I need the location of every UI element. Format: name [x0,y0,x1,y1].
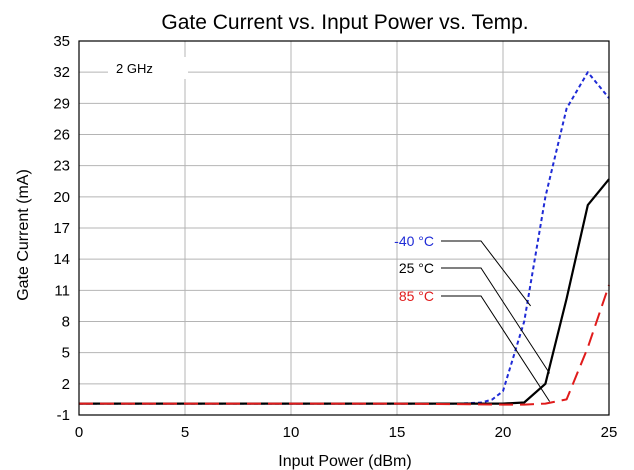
legend-label-2: 85 °C [399,288,434,304]
callout-leader-1 [441,267,551,374]
x-tick-label: 20 [495,424,512,441]
callout-leader-0 [441,240,531,307]
legend-label-1: 25 °C [399,260,434,276]
grid [78,40,610,416]
y-tick-label: -1 [57,407,70,424]
y-tick-label: 11 [54,282,70,299]
frequency-annotation: 2 GHz [116,61,153,76]
x-tick-label: 10 [283,424,300,441]
y-tick-label: 26 [53,127,70,144]
y-tick-label: 32 [53,64,70,81]
y-tick-label: 14 [53,251,70,268]
y-tick-label: 17 [53,220,70,237]
y-tick-label: 23 [53,158,70,175]
y-tick-label: 5 [62,345,70,362]
y-tick-label: 35 [53,33,70,50]
series-line-2 [79,284,610,406]
chart-title: Gate Current vs. Input Power vs. Temp. [161,11,528,34]
annotation-background [108,57,188,79]
plot-frame [78,40,610,416]
callout-leader-2 [441,295,551,402]
series-callouts: -40 °C 25 °C 85 °C [394,233,551,402]
y-axis-label: Gate Current (mA) [15,169,32,301]
x-tick-label: 25 [601,424,618,441]
y-tick-label: 8 [62,314,70,331]
series-line-0 [79,71,610,405]
x-tick-label: 15 [389,424,406,441]
annotation-group: 2 GHz [108,57,188,79]
x-tick-label: 5 [181,424,189,441]
y-tick-label: 20 [53,189,70,206]
x-axis-label: Input Power (dBm) [278,453,411,470]
x-tick-label: 0 [75,424,83,441]
legend-label-0: -40 °C [394,233,434,249]
series-group [79,71,610,406]
y-tick-label: 2 [62,376,70,393]
y-tick-label: 29 [53,95,70,112]
